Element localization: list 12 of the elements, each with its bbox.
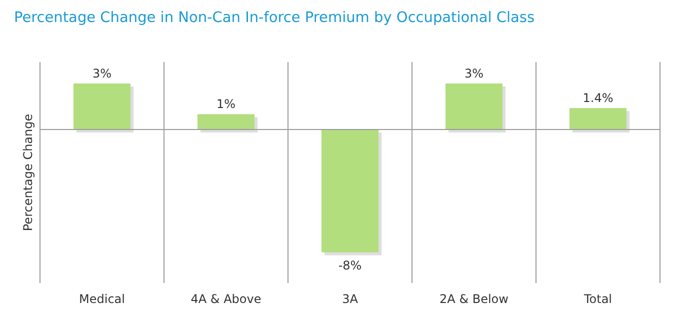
data-label: 3%	[464, 66, 484, 80]
data-label: 3%	[92, 66, 112, 80]
chart-title: Percentage Change in Non-Can In-force Premium by Occupational Class	[14, 10, 535, 26]
x-tick-label: 3A	[342, 292, 359, 306]
data-label: 1%	[216, 97, 236, 112]
x-tick-label: 4A & Above	[190, 292, 262, 306]
x-tick-label: 2A & Below	[440, 292, 509, 306]
data-label: 1.4%	[582, 91, 614, 106]
data-label: -8%	[338, 258, 362, 272]
y-axis-title: Percentage Change	[21, 114, 35, 232]
x-tick-label: Medical	[79, 292, 125, 306]
x-tick-label: Total	[582, 292, 612, 306]
